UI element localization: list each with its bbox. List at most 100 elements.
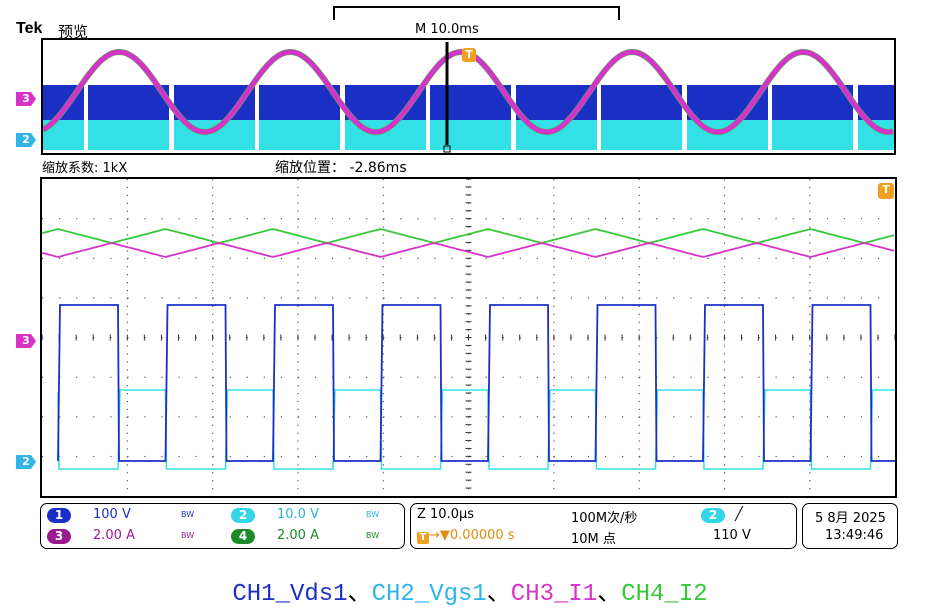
- grid-dot: [161, 218, 163, 220]
- grid-dot: [553, 408, 555, 411]
- grid-dot: [110, 218, 112, 220]
- grid-dot: [229, 416, 231, 418]
- grid-dot: [723, 305, 726, 307]
- grid-dot: [723, 179, 726, 181]
- horizontal-trigger-panel[interactable]: Z 10.0μs T →▼0.00000 s 100M次/秒 10M 点 2 ╱ …: [410, 503, 797, 549]
- grid-dot: [212, 289, 214, 292]
- grid-dot: [59, 455, 61, 458]
- grid-dot: [297, 313, 299, 315]
- grid-dot: [468, 274, 470, 276]
- grid-dot: [638, 345, 640, 347]
- grid-dot: [690, 416, 692, 418]
- grid-dot: [809, 210, 811, 212]
- ch1-bw-icon: BW: [181, 510, 195, 519]
- grid-dot: [723, 400, 726, 403]
- grid-dot: [417, 218, 419, 220]
- grid-dot: [366, 257, 368, 259]
- caption-part: CH3_I1: [510, 581, 598, 608]
- grid-dot: [280, 416, 283, 418]
- zoom-position: 缩放位置： -2.86ms: [275, 160, 407, 176]
- grid-dot: [382, 464, 384, 466]
- grid-dot: [434, 257, 436, 259]
- grid-dot: [400, 337, 402, 339]
- grid-dot: [638, 400, 640, 403]
- grid-dot: [451, 218, 453, 220]
- ch3-badge[interactable]: 3: [47, 529, 71, 544]
- grid-dot: [519, 337, 521, 339]
- grid-dot: [843, 297, 846, 299]
- grid-dot: [877, 416, 880, 418]
- grid-dot: [723, 464, 726, 466]
- grid-dot: [212, 472, 214, 474]
- grid-dot: [638, 385, 640, 387]
- grid-dot: [638, 194, 640, 197]
- grid-dot: [502, 297, 504, 299]
- grid-dot: [638, 424, 640, 426]
- ch1-badge[interactable]: 1: [47, 508, 71, 523]
- grid-dot: [570, 218, 573, 220]
- grid-dot: [212, 488, 214, 490]
- grid-dot: [622, 455, 624, 458]
- grid-dot: [723, 345, 726, 347]
- grid-dot: [297, 424, 299, 426]
- grid-dot: [468, 353, 470, 355]
- grid-dot: [741, 337, 743, 339]
- grid-dot: [553, 488, 555, 490]
- ch2-badge[interactable]: 2: [231, 508, 255, 523]
- trigger-source-badge[interactable]: 2: [701, 508, 725, 523]
- ch4-badge[interactable]: 4: [231, 529, 255, 544]
- grid-dot: [553, 329, 555, 331]
- grid-dot: [280, 337, 283, 339]
- grid-dot: [366, 297, 368, 299]
- grid-dot: [723, 440, 726, 442]
- grid-dot: [553, 369, 555, 371]
- grid-dot: [382, 353, 384, 355]
- grid-dot: [246, 218, 248, 220]
- grid-dot: [809, 257, 811, 259]
- grid-dot: [382, 369, 384, 371]
- grid-dot: [434, 455, 436, 458]
- grid-dot: [383, 218, 385, 220]
- grid-dot: [314, 297, 317, 299]
- grid-dot: [860, 455, 863, 458]
- grid-dot: [126, 305, 128, 307]
- grid-dot: [417, 297, 419, 299]
- grid-dot: [775, 416, 777, 418]
- grid-dot: [792, 416, 794, 418]
- grid-dot: [468, 226, 470, 228]
- grid-dot: [126, 400, 128, 403]
- grid-dot: [468, 234, 470, 236]
- grid-dot: [229, 218, 231, 220]
- grid-dot: [93, 297, 95, 299]
- grid-dot: [314, 416, 317, 418]
- grid-dot: [809, 376, 811, 378]
- grid-dot: [212, 202, 214, 204]
- ch4-bw-icon: BW: [366, 531, 380, 540]
- grid-dot: [877, 218, 880, 220]
- grid-dot: [126, 480, 128, 482]
- grid-dot: [382, 194, 384, 197]
- grid-dot: [263, 455, 265, 458]
- vertical-settings-panel[interactable]: 1 100 V BW 2 10.0 V BW 3 2.00 A BW 4 2.0…: [40, 503, 405, 549]
- grid-dot: [468, 432, 470, 434]
- grid-dot: [297, 472, 299, 474]
- grid-dot: [741, 297, 743, 299]
- grid-dot: [161, 297, 163, 299]
- grid-dot: [673, 455, 675, 458]
- record-length: 10M 点: [571, 532, 616, 547]
- grid-dot: [723, 480, 726, 482]
- grid-dot: [126, 345, 128, 347]
- grid-dot: [110, 376, 112, 378]
- grid-dot: [382, 432, 384, 434]
- ch3-trace: [42, 242, 895, 258]
- grid-dot: [468, 242, 470, 244]
- grid-dot: [126, 408, 128, 411]
- grid-dot: [723, 274, 726, 276]
- mode-label: 预览: [58, 23, 89, 41]
- grid-dot: [246, 455, 248, 458]
- grid-dot: [263, 416, 265, 418]
- grid-dot: [809, 424, 811, 426]
- grid-dot: [468, 480, 470, 482]
- grid-dot: [246, 257, 248, 259]
- grid-dot: [126, 440, 128, 442]
